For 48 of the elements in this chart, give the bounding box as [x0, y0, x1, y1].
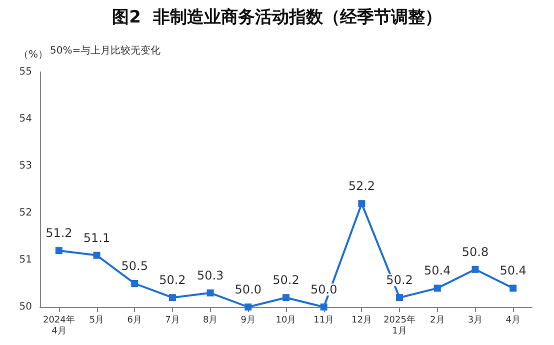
data-label: 50.2 — [159, 273, 186, 288]
x-tick-label: 3月 — [468, 316, 483, 326]
y-axis-title: （%） — [18, 50, 48, 60]
point — [244, 304, 252, 310]
point — [358, 200, 366, 208]
y-tick-label: 52 — [19, 208, 32, 218]
x-tick-label: 11月 — [314, 316, 334, 326]
x-tick-label: 2024年 4月 — [42, 314, 75, 336]
point — [93, 252, 100, 259]
x-tick-label: 2月 — [430, 316, 445, 326]
x-tick-label: 9月 — [240, 316, 256, 326]
y-tick-label: 54 — [19, 114, 32, 124]
point — [434, 284, 441, 292]
point — [396, 294, 404, 302]
point — [282, 294, 290, 302]
x-tick-label: 4月 — [506, 316, 520, 326]
point — [206, 289, 214, 296]
data-label: 50.0 — [310, 282, 338, 296]
text: 50%=与上月比较无变化 — [50, 44, 161, 56]
point — [510, 284, 517, 292]
y-tick-label: 51 — [19, 254, 32, 266]
data-label: 50.0 — [234, 282, 262, 296]
x-tick-label: 12月 — [351, 316, 372, 326]
point — [320, 304, 328, 310]
x-tick-label: 7月 — [165, 316, 180, 326]
x-tick-label: 2025年 1月 — [384, 314, 416, 336]
x-tick-label: 10月 — [276, 316, 296, 326]
point — [55, 247, 62, 254]
point — [131, 280, 138, 287]
data-label: 50.3 — [196, 268, 224, 282]
x-tick-label: 8月 — [202, 316, 218, 326]
data-label: 50.4 — [424, 264, 451, 278]
data-label: 50.5 — [121, 259, 148, 273]
data-label: 52.2 — [348, 179, 376, 194]
data-label: 50.8 — [462, 244, 489, 259]
y-tick-label: 53 — [19, 160, 32, 172]
chart-title: 图2 非制造业商务活动指数（经季节调整） — [112, 8, 442, 28]
data-label: 50.2 — [386, 273, 413, 288]
point — [168, 294, 176, 302]
x-tick-label: 5月 — [89, 316, 104, 326]
data-label: 51.2 — [46, 226, 72, 240]
data-label: 50.2 — [272, 273, 300, 288]
data-label: 50.4 — [500, 264, 526, 278]
y-tick-label: 55 — [19, 66, 32, 78]
y-tick-label: 50 — [19, 302, 32, 312]
x-tick-label: 6月 — [127, 316, 142, 326]
point — [472, 266, 479, 273]
data-label: 51.1 — [83, 230, 110, 245]
